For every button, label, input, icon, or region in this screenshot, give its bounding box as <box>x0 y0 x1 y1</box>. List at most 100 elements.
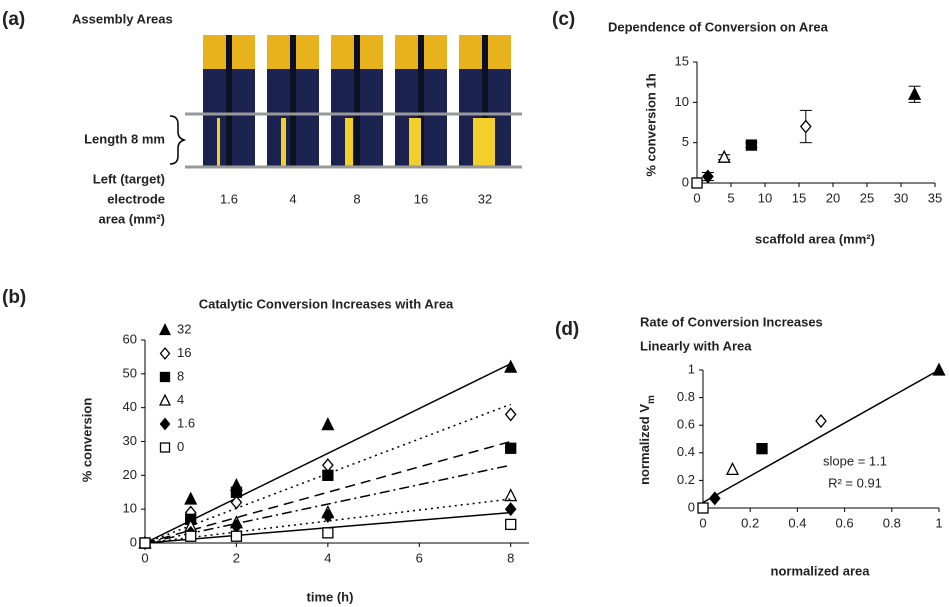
x-axis-label: normalized area <box>771 563 871 578</box>
y-tick-label: 20 <box>123 467 137 482</box>
row-label: area (mm²) <box>99 211 165 226</box>
panel-title: Dependence of Conversion on Area <box>608 19 829 34</box>
panel-title: Catalytic Conversion Increases with Area <box>199 296 454 311</box>
fit-line <box>144 464 511 544</box>
y-tick-label: 0 <box>688 499 695 514</box>
y-axis-label: normalized Vm <box>637 395 657 485</box>
legend-marker <box>158 323 172 336</box>
x-tick-label: 15 <box>792 190 806 205</box>
y-tick-label: 0.4 <box>677 444 695 459</box>
marker <box>322 469 334 481</box>
row-label: electrode <box>107 191 165 206</box>
row-label: Left (target) <box>93 171 165 186</box>
photo-strip <box>418 35 424 167</box>
photo-strip <box>290 35 296 167</box>
x-tick-label: 16 <box>414 191 428 206</box>
fit-line <box>144 403 511 544</box>
annotation: slope = 1.1 <box>823 453 887 468</box>
y-axis-label: % conversion 1h <box>643 73 658 176</box>
photo-strip <box>217 118 220 166</box>
marker <box>139 537 151 549</box>
legend-marker <box>159 371 171 383</box>
marker <box>504 488 518 502</box>
y-tick-label: 1 <box>688 361 695 376</box>
x-tick-label: 8 <box>507 550 514 565</box>
x-tick-label: 0 <box>141 550 148 565</box>
x-tick-label: 8 <box>353 191 360 206</box>
legend-label: 16 <box>177 345 191 360</box>
y-tick-label: 0.6 <box>677 417 695 432</box>
y-tick-label: 0.8 <box>677 389 695 404</box>
legend-label: 0 <box>177 439 184 454</box>
fit-line <box>144 363 512 544</box>
photo-strip <box>482 35 488 167</box>
annotation: R² = 0.91 <box>828 475 882 490</box>
marker <box>799 119 812 134</box>
x-tick-label: 25 <box>860 190 874 205</box>
marker <box>322 508 334 523</box>
marker <box>505 442 517 454</box>
y-tick-label: 0 <box>130 534 137 549</box>
marker <box>932 362 946 376</box>
panel-label: (b) <box>2 287 26 308</box>
x-tick-label: 4 <box>289 191 296 206</box>
photo-strip <box>345 118 353 166</box>
x-tick-label: 0.2 <box>741 515 759 530</box>
photo-strip <box>226 35 232 167</box>
panel-title: Assembly Areas <box>72 11 173 26</box>
y-tick-label: 30 <box>123 433 137 448</box>
photo-strip <box>354 35 360 167</box>
x-tick-label: 35 <box>928 190 942 205</box>
panel-label: (c) <box>552 9 575 30</box>
marker <box>725 461 740 476</box>
marker <box>230 495 243 510</box>
marker <box>691 177 703 189</box>
x-tick-label: 2 <box>233 550 240 565</box>
marker <box>745 139 758 151</box>
marker <box>321 417 335 431</box>
marker <box>717 149 731 163</box>
y-tick-label: 40 <box>123 399 137 414</box>
x-tick-label: 0.6 <box>836 515 854 530</box>
x-tick-label: 20 <box>826 190 840 205</box>
x-tick-label: 0 <box>699 515 706 530</box>
marker <box>322 527 334 539</box>
panel-label: (a) <box>2 9 25 30</box>
panel-title: Linearly with Area <box>640 338 752 353</box>
marker <box>702 169 714 184</box>
x-axis-label: time (h) <box>307 589 354 604</box>
photo-strip <box>409 118 421 166</box>
panel-label: (d) <box>555 319 579 340</box>
fit-line <box>702 369 940 504</box>
legend-marker <box>159 347 171 360</box>
y-tick-label: 15 <box>675 53 689 68</box>
photo-strip <box>281 118 286 166</box>
x-tick-label: 6 <box>416 550 423 565</box>
legend-label: 8 <box>177 368 184 383</box>
y-tick-label: 0 <box>682 174 689 189</box>
x-tick-label: 5 <box>727 190 734 205</box>
x-tick-label: 10 <box>758 190 772 205</box>
marker <box>697 502 709 514</box>
x-tick-label: 1 <box>935 515 942 530</box>
legend-marker <box>159 417 171 431</box>
y-tick-label: 60 <box>123 331 137 346</box>
length-label: Length 8 mm <box>84 131 165 146</box>
legend-marker <box>159 442 171 453</box>
marker <box>815 414 827 429</box>
y-tick-label: 50 <box>123 365 137 380</box>
y-axis-label: % conversion <box>79 398 94 483</box>
x-tick-label: 30 <box>894 190 908 205</box>
y-tick-label: 10 <box>123 501 137 516</box>
brace <box>169 115 187 165</box>
marker <box>504 502 517 517</box>
photo-strip <box>473 118 495 166</box>
x-tick-label: 32 <box>478 191 492 206</box>
y-tick-label: 0.2 <box>677 472 695 487</box>
x-tick-label: 1.6 <box>220 191 238 206</box>
marker <box>185 530 197 542</box>
legend-marker <box>158 393 172 406</box>
x-tick-label: 0.8 <box>883 515 901 530</box>
y-tick-label: 10 <box>675 94 689 109</box>
legend-label: 32 <box>177 321 191 336</box>
